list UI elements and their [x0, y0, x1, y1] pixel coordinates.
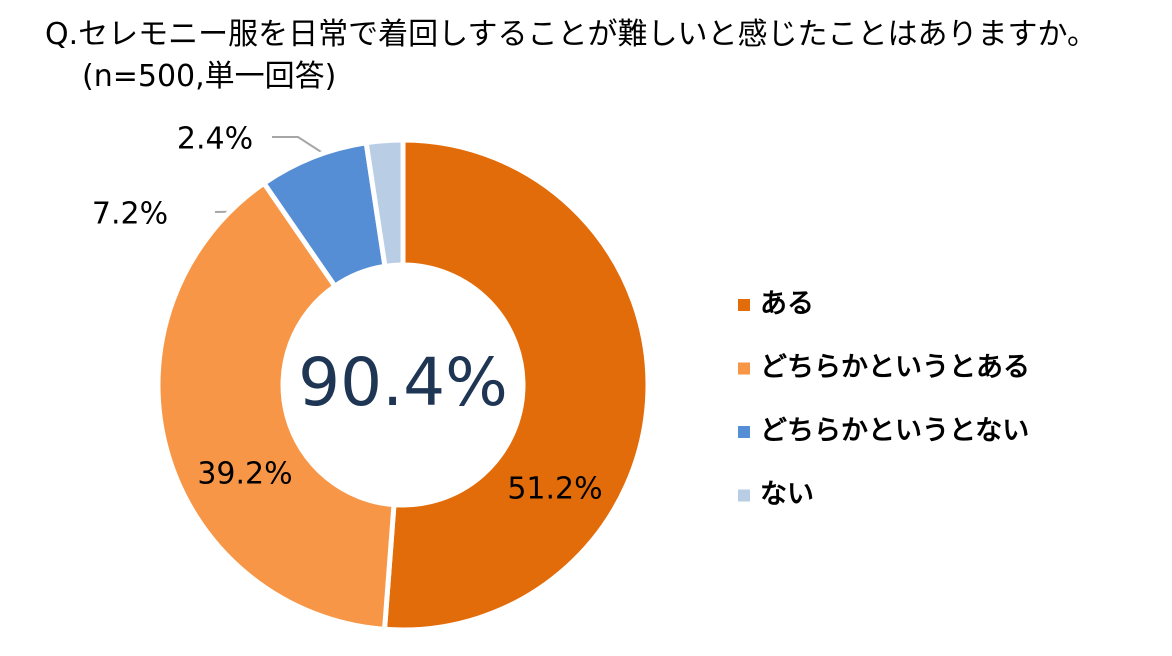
donut-slice [155, 179, 397, 632]
chart-title: Q.セレモニー服を日常で着回しすることが難しいと感じたことはありますか。(n=5… [45, 17, 1097, 94]
legend-label: どちらかというとある [760, 352, 1030, 383]
center-annotation: 90.4% [298, 344, 508, 421]
legend-swatch [738, 299, 750, 311]
data-label: 39.2% [197, 457, 292, 492]
legend-label: どちらかというとない [760, 416, 1029, 447]
legend-label: ある [760, 289, 814, 320]
data-label: 7.2% [92, 197, 168, 232]
legend-label: ない [760, 479, 814, 510]
data-label: 2.4% [177, 122, 253, 157]
legend-swatch [738, 426, 750, 438]
data-label: 51.2% [507, 472, 602, 507]
donut-slice [381, 137, 651, 633]
donut-slice [363, 137, 406, 270]
legend-swatch [738, 362, 750, 375]
legend-swatch [738, 489, 750, 502]
